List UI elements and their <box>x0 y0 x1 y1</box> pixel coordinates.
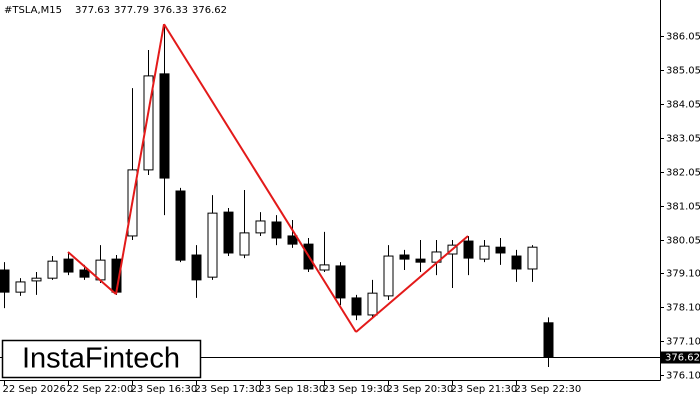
pattern-line <box>163 23 357 333</box>
header: #TSLA,M15 377.63 377.79 376.33 376.62 <box>4 5 227 16</box>
y-tick-label: 377.10 <box>666 337 700 348</box>
y-tick-label: 378.10 <box>666 303 700 314</box>
candle-body <box>271 221 282 239</box>
header-low: 376.33 <box>153 5 188 16</box>
candle-body <box>367 292 378 316</box>
candle-body <box>159 73 170 179</box>
y-tick-label: 381.05 <box>666 202 700 213</box>
header-close: 376.62 <box>192 5 227 16</box>
y-tick-label: 384.05 <box>666 100 700 111</box>
price-label: 376.62 <box>665 353 700 364</box>
header-high: 377.79 <box>114 5 149 16</box>
pattern-line <box>115 23 165 295</box>
candle-body <box>415 258 426 263</box>
candle-body <box>47 260 58 279</box>
candle-body <box>0 269 10 293</box>
candle-body <box>319 264 330 271</box>
candle-body <box>335 265 346 299</box>
candle-body <box>175 190 186 261</box>
candle-body <box>207 212 218 278</box>
y-tick-label: 382.05 <box>666 168 700 179</box>
candle-body <box>287 235 298 245</box>
candle-body <box>399 254 410 260</box>
x-tick-label: 23 Sep 16:30 <box>131 384 198 395</box>
candle-body <box>15 281 26 293</box>
logo: InstaFintech <box>22 343 180 375</box>
candle-body <box>143 75 154 171</box>
x-tick-label: 23 Sep 20:30 <box>387 384 454 395</box>
candle-body <box>239 232 250 256</box>
candle-body <box>511 255 522 270</box>
pattern-line <box>355 235 469 333</box>
candle-body <box>255 220 266 234</box>
x-tick-label: 23 Sep 17:30 <box>195 384 262 395</box>
y-tick-label: 386.05 <box>666 32 700 43</box>
logo-box <box>1 339 202 379</box>
candle-body <box>543 322 554 358</box>
candle-body <box>383 255 394 297</box>
candle-body <box>31 277 42 282</box>
x-tick-label: 22 Sep 22:00 <box>67 384 134 395</box>
y-tick-label: 383.05 <box>666 134 700 145</box>
x-tick-label: 23 Sep 21:30 <box>451 384 518 395</box>
candle-body <box>191 254 202 281</box>
y-tick-label: 379.10 <box>666 269 700 280</box>
candle-body <box>79 269 90 278</box>
x-tick-label: 23 Sep 18:30 <box>259 384 326 395</box>
header-open: 377.63 <box>75 5 110 16</box>
y-tick-label: 385.05 <box>666 66 700 77</box>
candle-body <box>223 211 234 254</box>
candle-body <box>495 246 506 254</box>
price-label-box <box>661 351 700 364</box>
y-tick-label: 376.10 <box>666 371 700 382</box>
symbol: #TSLA,M15 <box>4 5 62 16</box>
candle-body <box>479 245 490 260</box>
candle-body <box>463 240 474 259</box>
x-tick-label: 23 Sep 19:30 <box>323 384 390 395</box>
x-tick-label: 23 Sep 22:30 <box>515 384 582 395</box>
candle-body <box>351 297 362 316</box>
candle-body <box>527 246 538 270</box>
x-tick-label: 22 Sep 2026 <box>3 384 66 395</box>
y-tick-label: 380.05 <box>666 236 700 247</box>
pattern-line <box>67 251 117 295</box>
candle-body <box>63 258 74 273</box>
